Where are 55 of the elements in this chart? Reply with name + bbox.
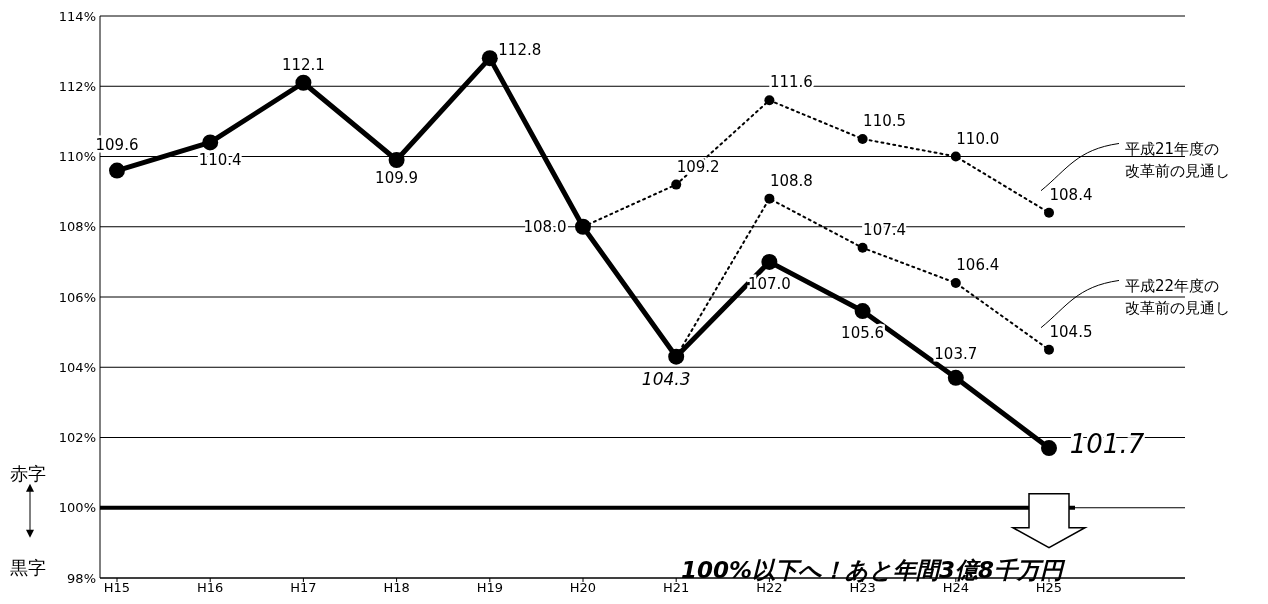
point [761, 253, 778, 270]
x-tick-label: H21 [663, 580, 690, 595]
data-label: 110.5 [863, 111, 907, 130]
data-label: 104.3 [641, 368, 691, 389]
data-label: 109.2 [676, 157, 720, 176]
text: 平成22年度の改革前の見通し [1125, 277, 1230, 318]
point [1044, 207, 1054, 218]
data-label: 105.6 [841, 324, 885, 343]
point [295, 74, 312, 91]
y-tick-label: 100% [58, 500, 96, 516]
point [950, 277, 961, 288]
point [857, 133, 868, 144]
y-tick-label: 112% [58, 78, 96, 94]
y-tick-label: 104% [58, 359, 96, 375]
point [481, 50, 498, 67]
x-tick-label: H20 [569, 580, 597, 595]
x-tick-label: H19 [476, 580, 503, 595]
data-label: 108.8 [769, 171, 813, 190]
y-tick-label: 98% [67, 570, 96, 586]
data-label: 108.4 [1049, 185, 1093, 204]
point [109, 162, 125, 179]
data-label: 101.7 [1069, 429, 1145, 460]
point [950, 151, 961, 162]
data-label: 109.6 [95, 135, 139, 154]
y-tick-label: 108% [58, 219, 96, 235]
data-label: 107.0 [747, 274, 791, 293]
data-label: 110.4 [198, 151, 242, 170]
data-label: 112.8 [498, 41, 542, 60]
text: 平成21年度の改革前の見通し [1125, 140, 1230, 181]
data-label: 106.4 [956, 255, 1000, 274]
point [947, 369, 964, 386]
point [764, 193, 775, 204]
text: 赤字 [10, 462, 46, 484]
y-tick-label: 106% [58, 289, 96, 305]
point [671, 179, 682, 190]
text: 黒字 [10, 557, 46, 578]
y-tick-label: 102% [58, 430, 96, 445]
point [1044, 344, 1054, 355]
point [1041, 440, 1057, 457]
data-label: 109.9 [375, 169, 419, 188]
point [857, 242, 868, 253]
data-label: 103.7 [934, 344, 978, 363]
data-label: 104.5 [1049, 322, 1093, 341]
x-tick-label: H18 [383, 580, 410, 595]
data-label: 112.1 [281, 55, 325, 74]
point [388, 152, 405, 169]
y-tick-label: 110% [58, 149, 96, 164]
x-tick-label: H15 [103, 580, 131, 595]
point [202, 134, 219, 151]
data-label: 110.0 [956, 129, 1000, 148]
point [764, 95, 775, 106]
x-tick-label: H17 [290, 580, 317, 595]
point [854, 303, 871, 320]
y-tick-label: 114% [58, 8, 96, 24]
x-tick-label: H16 [197, 580, 224, 595]
